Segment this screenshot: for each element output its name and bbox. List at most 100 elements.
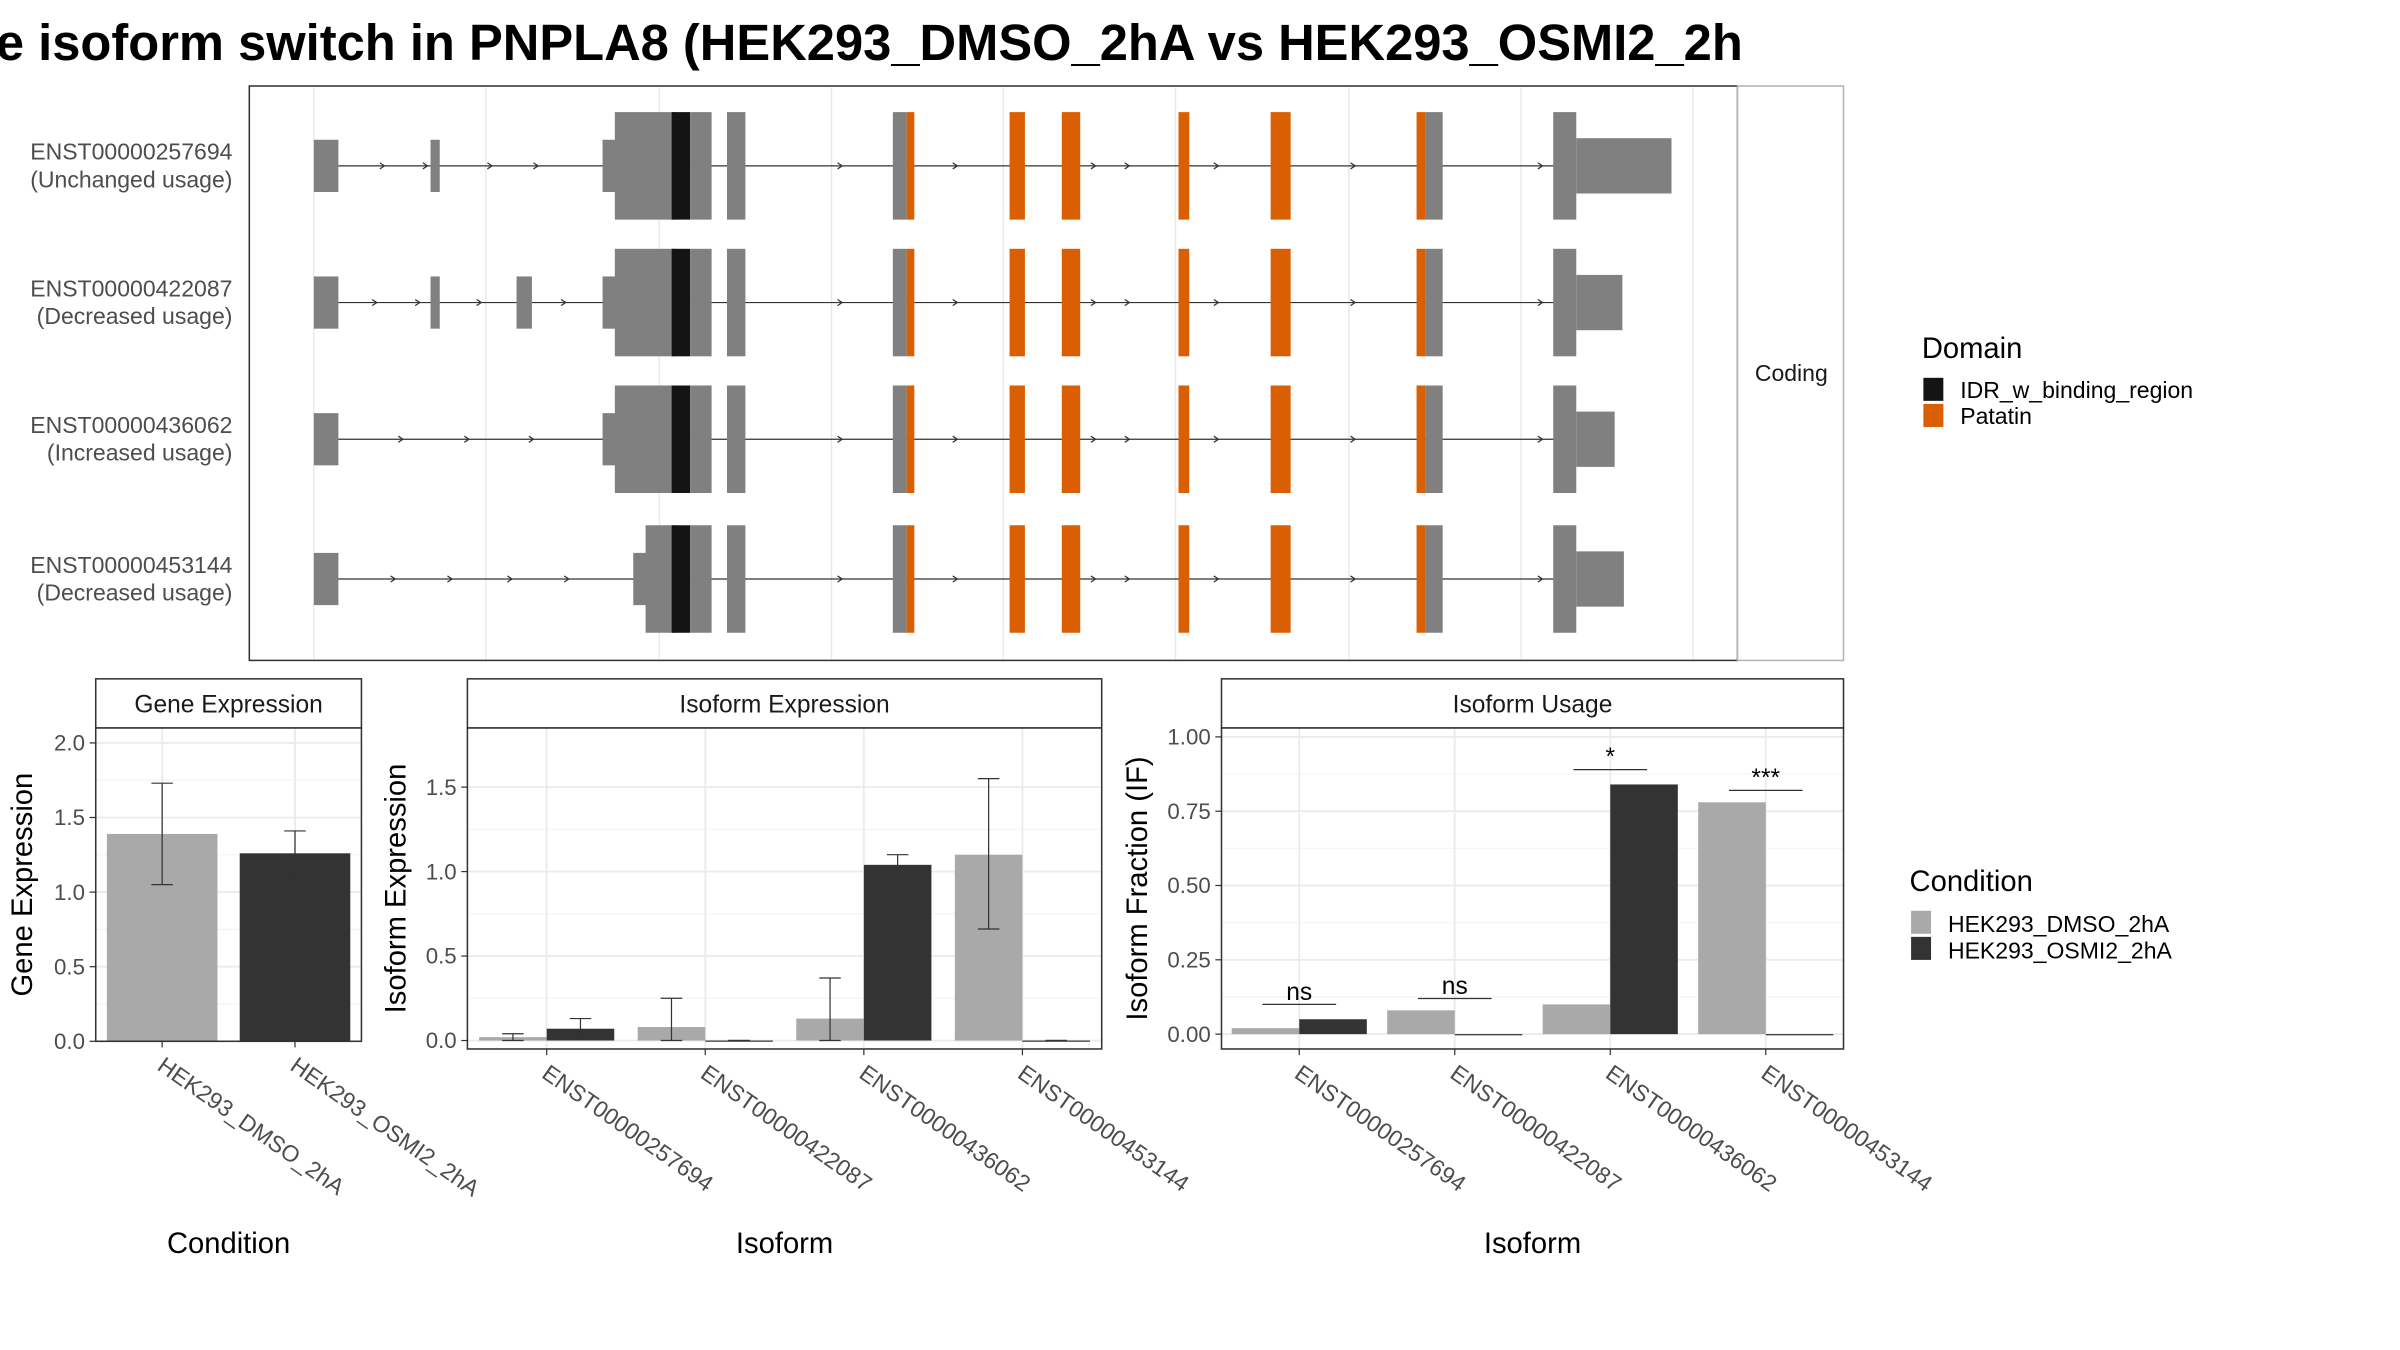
bar-panel-2: Isoform Expression 0.0 0.5 1.0 1.5 ENST000002… (380, 678, 1194, 1260)
bar-panel-1: Gene Expression0.00.51.01.52.0HEK293_DMS… (7, 678, 485, 1260)
patatin-domain (1178, 248, 1190, 357)
transcript-id-label: ENST00000422087 (30, 275, 232, 301)
bar (239, 853, 351, 1042)
panel-strip (466, 678, 1103, 729)
direction-arrow (1537, 298, 1544, 307)
y-tick-label: 0.0 (54, 1029, 85, 1054)
direction-arrow (1213, 298, 1220, 307)
bar (1299, 1019, 1367, 1035)
transcript-id-label: ENST00000257694 (30, 139, 232, 165)
significance-label: ns (1286, 979, 1312, 1006)
direction-arrow (1213, 575, 1220, 583)
x-tick-label: ENST00000422087 (696, 1059, 877, 1196)
structure-facet-strip (1736, 85, 1845, 662)
patatin-domain (1061, 112, 1081, 220)
x-axis-title: Isoform (736, 1228, 833, 1260)
y-tick-label: 1.0 (426, 859, 457, 884)
legend-swatch-osmi (1911, 936, 1932, 960)
structure-facet-label: Coding (1755, 360, 1828, 386)
direction-arrow (422, 162, 429, 170)
direction-arrow (1350, 162, 1357, 170)
y-tick-label: 0.5 (426, 944, 457, 969)
direction-arrow (397, 435, 405, 443)
direction-arrow (528, 435, 535, 443)
idr-domain (671, 248, 691, 357)
utr-exon (633, 552, 649, 606)
coding-exon (1553, 385, 1577, 494)
bar (1698, 802, 1766, 1035)
patatin-domain (1178, 385, 1190, 494)
legend-swatch-idr (1923, 377, 1944, 401)
significance-label: * (1605, 744, 1615, 771)
coding-exon (1553, 112, 1577, 220)
coding-exon (726, 525, 746, 633)
utr-exon (602, 413, 618, 466)
transcript-tracks (313, 112, 1672, 633)
utr-exon (602, 276, 618, 329)
utr-exon (430, 139, 440, 192)
utr-exon (313, 413, 339, 466)
panel-strip-title: Gene Expression (134, 692, 322, 719)
direction-arrow (533, 162, 540, 170)
idr-domain (671, 525, 691, 633)
condition-legend: Condition HEK293_DMSO_2hA HEK293_OSMI2_2… (1910, 866, 2173, 964)
panel-strip (94, 678, 363, 729)
transcript-usage-label: (Decreased usage) (37, 580, 233, 606)
y-tick-label: 1.5 (426, 775, 457, 800)
patatin-domain (906, 248, 915, 357)
x-tick-label: ENST00000453144 (1757, 1059, 1938, 1196)
coding-exon (614, 248, 677, 357)
legend-label-osmi: HEK293_OSMI2_2hA (1948, 937, 2173, 963)
patatin-domain (1061, 248, 1081, 357)
direction-arrow (447, 575, 454, 583)
idr-domain (671, 112, 691, 220)
direction-arrow (414, 298, 421, 307)
x-axis-title: Isoform (1484, 1228, 1581, 1260)
coding-exon (614, 112, 677, 220)
patatin-domain (1270, 525, 1291, 633)
direction-arrow (560, 298, 567, 307)
utr-exon (313, 552, 339, 606)
y-axis-title: Isoform Fraction (IF) (1122, 756, 1154, 1020)
patatin-domain (1009, 112, 1025, 220)
direction-arrow (506, 575, 514, 583)
transcript-id-label: ENST00000453144 (30, 552, 232, 578)
bar (1387, 1010, 1455, 1035)
utr-exon (1576, 551, 1624, 607)
patatin-domain (1270, 385, 1291, 494)
y-tick-label: 0.25 (1167, 947, 1210, 972)
legend-swatch-dmso (1911, 910, 1932, 934)
patatin-domain (1061, 385, 1081, 494)
y-tick-label: 1.5 (54, 805, 85, 830)
y-tick-label: 2.0 (54, 731, 85, 756)
panel-border (466, 727, 1103, 1050)
utr-exon (313, 276, 339, 329)
transcript-track (313, 525, 1624, 633)
direction-arrow (952, 435, 959, 443)
direction-arrow (1090, 435, 1097, 443)
utr-exon (1576, 274, 1623, 331)
panel-border (94, 727, 363, 1043)
legend-label-dmso: HEK293_DMSO_2hA (1948, 911, 2170, 937)
patatin-domain (1270, 112, 1291, 220)
panel-strip-title: Isoform Usage (1453, 692, 1613, 719)
direction-arrow (1124, 298, 1131, 307)
direction-arrow (1350, 298, 1357, 307)
direction-arrow (837, 162, 844, 170)
significance-label: *** (1751, 765, 1780, 792)
direction-arrow (463, 435, 471, 443)
utr-exon (1576, 138, 1672, 194)
direction-arrow (1124, 575, 1131, 583)
panel-strip-title: Isoform Expression (679, 692, 889, 719)
direction-arrow (952, 298, 959, 307)
idr-domain (671, 385, 691, 494)
legend-swatch-patatin (1923, 403, 1944, 427)
direction-arrow (371, 298, 378, 307)
transcript-track (313, 112, 1672, 220)
direction-arrow (1124, 162, 1131, 170)
x-tick-label: ENST00000436062 (855, 1059, 1036, 1196)
domain-legend: Domain IDR_w_binding_region Patatin (1922, 333, 2193, 429)
bar (863, 864, 932, 1041)
direction-arrow (1350, 575, 1357, 583)
direction-arrow (476, 298, 483, 307)
